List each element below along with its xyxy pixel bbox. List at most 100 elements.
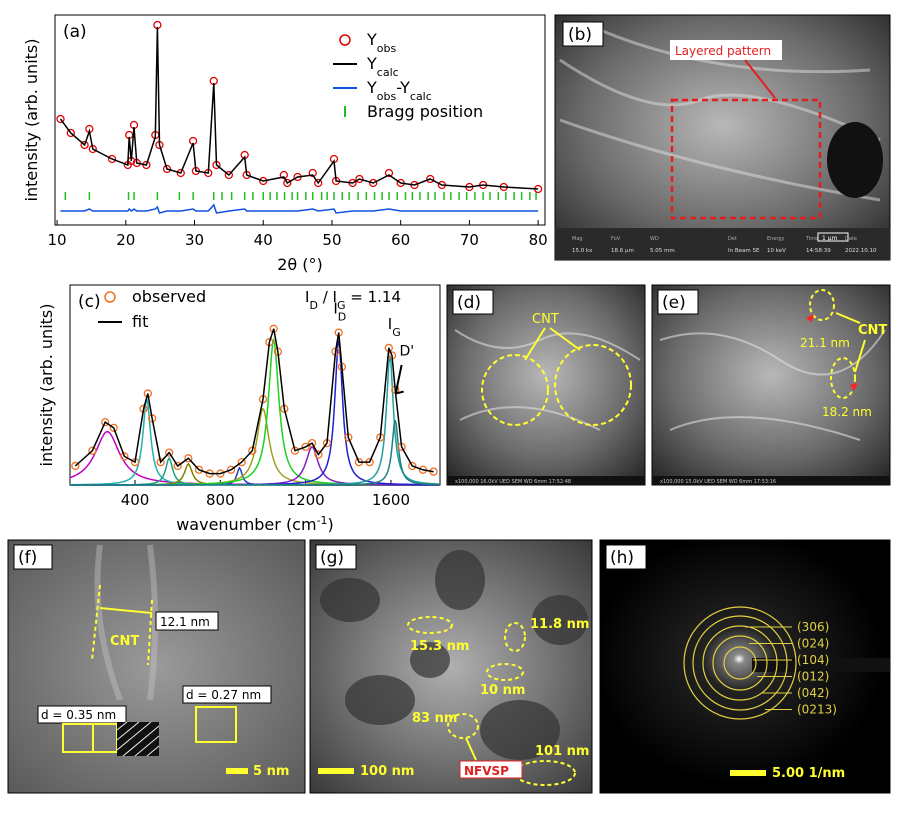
data-point — [369, 178, 378, 188]
data-point — [226, 465, 236, 474]
y-axis-label: intensity (arb. units) — [37, 304, 56, 467]
legend-symbol — [104, 291, 116, 303]
data-point — [173, 461, 182, 471]
d-label: d = 0.35 nm — [41, 708, 116, 722]
note: CNT — [110, 634, 139, 649]
x-tick-label: 70 — [460, 231, 479, 249]
width-label: 83 nm — [412, 711, 457, 726]
texture — [94, 544, 158, 702]
width-label: 12.1 nm — [160, 615, 210, 629]
info-value: 18.6 µm — [611, 248, 634, 254]
data-point — [283, 178, 292, 188]
text-part: = 1.14 — [345, 288, 401, 306]
data-point — [66, 128, 75, 138]
edge — [147, 599, 153, 666]
info-key: Energy — [767, 236, 785, 242]
text-part: D — [338, 310, 346, 323]
text-part: G — [337, 299, 346, 312]
circle — [809, 289, 835, 321]
texture — [454, 329, 641, 431]
info-key: Det — [728, 236, 737, 242]
arrow — [99, 607, 153, 614]
data-point — [301, 442, 310, 452]
text-part: fit — [132, 312, 148, 331]
arrow — [835, 312, 861, 324]
data-point — [56, 114, 65, 124]
x-tick-label: 400 — [121, 491, 150, 509]
data-point — [237, 457, 246, 467]
circle — [514, 760, 576, 786]
text-part: obs — [377, 42, 397, 55]
legend-symbol — [339, 34, 351, 46]
ratio-annotation: ID / IG = 1.14 — [305, 288, 401, 312]
text-part: / — [318, 288, 333, 306]
roi — [195, 706, 237, 743]
text-part: obs — [377, 90, 397, 103]
data-point — [314, 450, 323, 459]
edge — [91, 584, 101, 661]
arrow — [524, 327, 546, 361]
label-box — [13, 544, 53, 570]
legend-label: Bragg position — [367, 102, 483, 121]
text-part: wavenumber (cm — [176, 515, 316, 534]
peak-label: ID — [333, 300, 346, 324]
x-tick-label: 50 — [322, 231, 341, 249]
x-axis-label: wavenumber (cm-1) — [176, 514, 334, 535]
panel-d: (d) CNT x100,000 16.0kV UED SEM WD 6mm 1… — [446, 284, 646, 486]
note: NFVSP — [464, 764, 509, 778]
note: Layered pattern — [675, 44, 771, 58]
panel-label: (g) — [320, 548, 344, 568]
info-value: In Beam SE — [728, 248, 760, 254]
plot-frame — [54, 14, 546, 226]
width-label: 18.2 nm — [822, 405, 872, 419]
data-point — [194, 465, 204, 474]
data-point — [307, 438, 317, 448]
texture — [659, 329, 886, 441]
note-box — [182, 685, 272, 704]
arrow — [854, 339, 866, 373]
text-part: 2θ (°) — [277, 255, 323, 274]
note: CNT — [858, 323, 887, 338]
note-box — [670, 40, 782, 60]
panel-h: (h) (306) (024) (104) (012) (042) (0213) 5.00… — [599, 539, 891, 794]
data-point — [184, 454, 193, 463]
x-tick-label: 40 — [254, 231, 273, 249]
scale-bar — [226, 768, 248, 774]
panel-f: (f) 12.1 nm CNT d = 0.27 nm d = 0.35 nm … — [7, 539, 306, 794]
text-part: observed — [132, 287, 206, 306]
data-point — [120, 452, 129, 461]
ring-label: (306) — [797, 620, 829, 634]
text-part: I — [388, 315, 392, 333]
scale-bar — [817, 232, 849, 242]
ring-label: (104) — [797, 653, 829, 667]
data-point — [290, 446, 300, 455]
scale-label: 1 µm — [822, 235, 838, 242]
data-point — [162, 164, 172, 174]
note: CNT — [532, 312, 559, 327]
circle — [486, 663, 524, 681]
info-key: WD — [650, 236, 659, 242]
x-tick-label: 10 — [48, 231, 67, 249]
circle — [481, 354, 549, 426]
ring-labels: (306) (024) (104) (012) (042) (0213) — [745, 620, 837, 717]
data-point — [384, 168, 394, 178]
peak-label: IG — [388, 315, 401, 339]
panel-b: (b) Layered pattern Mag 15.0 kx FoV 18.6 µm… — [554, 14, 891, 261]
data-line — [74, 328, 434, 475]
inset — [117, 722, 159, 756]
x-tick-label: 80 — [529, 231, 548, 249]
text-part: calc — [410, 90, 432, 103]
info-value: 14:58:39 — [806, 248, 831, 254]
data-point — [314, 178, 323, 188]
panel-label: (d) — [457, 293, 481, 313]
panel-label: (c) — [78, 292, 101, 312]
note-box — [155, 611, 219, 631]
text-part: I — [305, 288, 309, 306]
scale-bar — [730, 770, 766, 776]
scale-label: 5.00 1/nm — [772, 766, 845, 781]
x-tick-label: 1600 — [372, 491, 410, 509]
circle — [407, 616, 453, 634]
panel-label: (b) — [568, 25, 592, 45]
legend-label: Ycalc — [366, 54, 399, 79]
